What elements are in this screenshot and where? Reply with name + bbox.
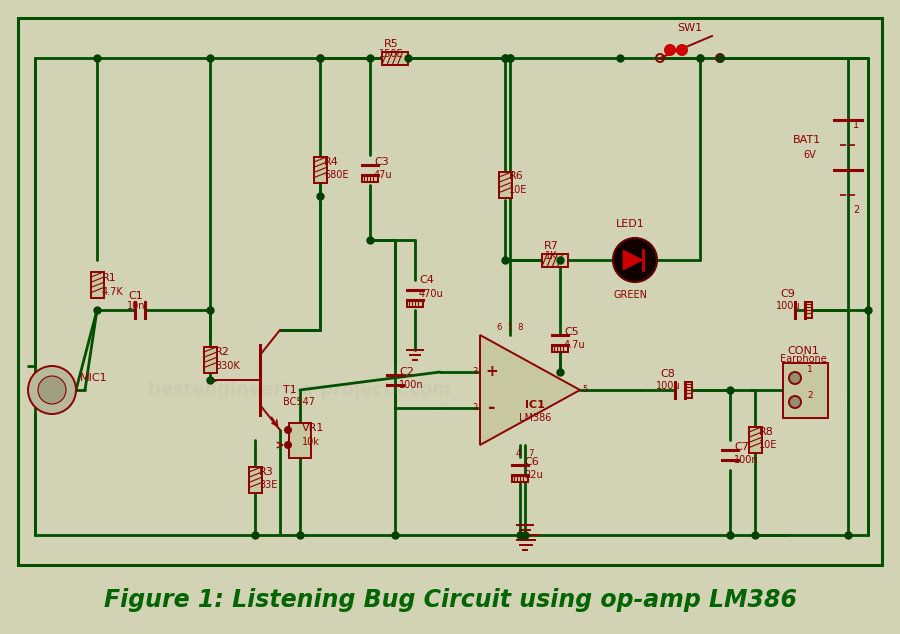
Text: 1K: 1K (544, 251, 557, 261)
Text: BC547: BC547 (283, 397, 315, 407)
Text: VR1: VR1 (302, 423, 324, 433)
Text: 6  1  8: 6 1 8 (497, 323, 523, 332)
Text: 10n: 10n (127, 301, 145, 311)
Text: 10E: 10E (759, 440, 778, 450)
Polygon shape (623, 250, 643, 270)
Text: 1: 1 (853, 120, 859, 130)
Text: IC1: IC1 (525, 400, 544, 410)
Text: R1: R1 (102, 273, 117, 283)
Bar (805, 302, 812, 318)
Circle shape (789, 372, 801, 384)
Text: 33E: 33E (259, 480, 277, 490)
Bar (407, 300, 423, 307)
Text: +: + (486, 365, 499, 380)
Circle shape (664, 44, 676, 56)
Text: 2: 2 (807, 391, 813, 399)
Bar (203, 347, 217, 373)
Text: C1: C1 (129, 291, 143, 301)
Text: 4   7: 4 7 (516, 448, 535, 458)
Text: R4: R4 (324, 157, 339, 167)
Text: 100n: 100n (734, 455, 759, 465)
Text: C5: C5 (564, 327, 579, 337)
Text: R7: R7 (544, 241, 558, 251)
Bar (91, 272, 104, 298)
Bar (313, 157, 327, 183)
Text: C3: C3 (374, 157, 389, 167)
Text: 2: 2 (472, 403, 478, 413)
Text: 100u: 100u (776, 301, 800, 311)
Text: 2: 2 (853, 205, 859, 215)
Text: Earphone: Earphone (779, 354, 826, 365)
Text: C6: C6 (524, 457, 539, 467)
Polygon shape (480, 335, 580, 445)
Text: 680E: 680E (324, 170, 348, 180)
Circle shape (284, 426, 292, 434)
Circle shape (676, 44, 688, 56)
Bar (18, 18, 882, 565)
Circle shape (613, 238, 657, 282)
Bar (512, 475, 528, 482)
Text: R2: R2 (215, 347, 230, 357)
Bar (289, 422, 311, 458)
Text: 100n: 100n (399, 380, 424, 390)
Text: 100u: 100u (656, 381, 680, 391)
Text: 470u: 470u (419, 289, 444, 299)
Text: 3: 3 (472, 368, 478, 377)
Text: C4: C4 (419, 275, 434, 285)
Text: R8: R8 (759, 427, 774, 437)
Text: C9: C9 (780, 289, 796, 299)
Text: 4.7K: 4.7K (102, 287, 124, 297)
Text: 4.7u: 4.7u (564, 340, 586, 350)
Bar (685, 382, 692, 398)
Circle shape (789, 396, 801, 408)
Bar (542, 254, 568, 266)
Text: SW1: SW1 (678, 23, 703, 33)
Bar (499, 172, 511, 198)
Text: BAT1: BAT1 (793, 135, 821, 145)
Circle shape (28, 366, 76, 414)
Text: 150E: 150E (379, 49, 403, 59)
Text: 22u: 22u (524, 470, 543, 480)
Text: 10k: 10k (302, 437, 320, 447)
Text: 330K: 330K (215, 361, 239, 371)
Text: MIC1: MIC1 (80, 373, 108, 383)
Bar (782, 363, 827, 418)
Text: C8: C8 (661, 369, 675, 379)
Text: bestengineering projects.com: bestengineering projects.com (148, 381, 452, 399)
Bar (362, 175, 378, 182)
Text: LED1: LED1 (616, 219, 644, 229)
Text: T1: T1 (283, 385, 297, 395)
Text: 5: 5 (582, 385, 587, 394)
Text: R5: R5 (383, 39, 399, 49)
Text: LM386: LM386 (518, 413, 551, 423)
Bar (382, 51, 408, 65)
Text: 1: 1 (807, 365, 813, 375)
Text: GREEN: GREEN (613, 290, 647, 300)
Text: CON1: CON1 (788, 346, 819, 356)
Circle shape (284, 441, 292, 449)
Text: -: - (488, 399, 496, 417)
Text: 47u: 47u (374, 170, 392, 180)
Bar (248, 467, 262, 493)
Text: C7: C7 (734, 442, 749, 452)
Circle shape (38, 376, 66, 404)
Text: C2: C2 (399, 367, 414, 377)
Text: 6V: 6V (803, 150, 815, 160)
Text: Figure 1: Listening Bug Circuit using op-amp LM386: Figure 1: Listening Bug Circuit using op… (104, 588, 796, 612)
Bar (552, 345, 568, 352)
Text: R3: R3 (259, 467, 274, 477)
Bar (749, 427, 761, 453)
Text: 10E: 10E (509, 185, 527, 195)
Text: R6: R6 (509, 171, 524, 181)
